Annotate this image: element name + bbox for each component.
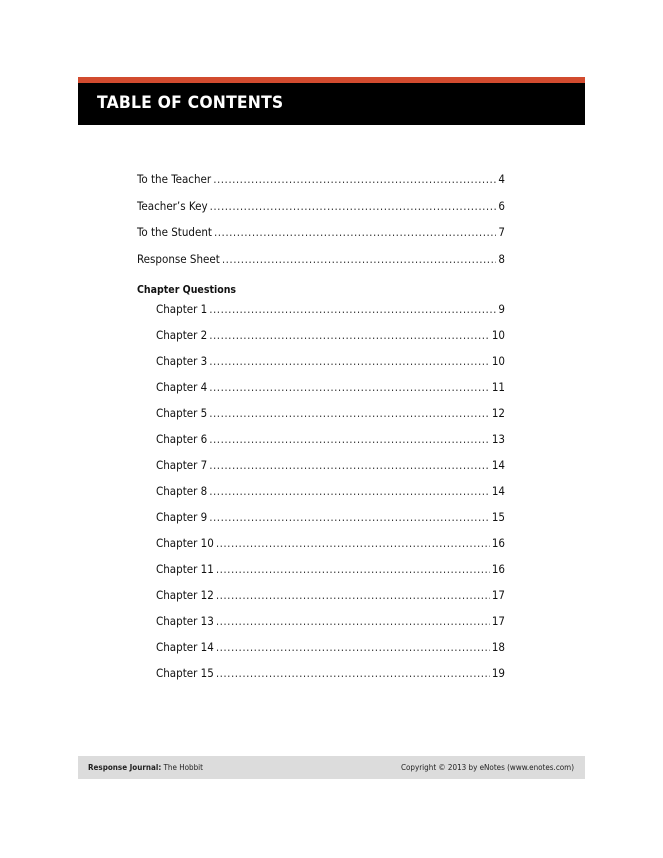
toc-entry-label: Chapter 14	[156, 640, 214, 654]
toc-entry-page: 16	[491, 562, 505, 576]
toc-entry[interactable]: Chapter 3 10	[137, 354, 505, 380]
toc-entry-page: 4	[498, 172, 505, 186]
dot-leader	[209, 458, 490, 472]
toc-entry-label: Chapter 6	[156, 432, 208, 446]
toc-entry-page: 15	[491, 510, 505, 524]
toc-entry[interactable]: Chapter 6 13	[137, 432, 505, 458]
toc-entry[interactable]: Chapter 1 9	[137, 302, 505, 328]
toc-entry[interactable]: Chapter 2 10	[137, 328, 505, 354]
toc-entry-page: 6	[498, 198, 505, 213]
toc-entry-label: Response Sheet	[137, 251, 220, 266]
toc-entry[interactable]: Chapter 12 17	[137, 588, 505, 614]
toc-entry-label: To the Teacher	[137, 172, 212, 186]
dot-leader	[209, 328, 490, 342]
dot-leader	[216, 536, 490, 550]
dot-leader	[222, 252, 497, 266]
dot-leader	[209, 354, 490, 368]
toc-entry[interactable]: Chapter 4 11	[137, 380, 505, 406]
toc-entry-label: Chapter 2	[156, 328, 208, 342]
dot-leader	[209, 406, 490, 420]
footer-journal-title: Response Journal: The Hobbit	[88, 763, 203, 772]
toc-entry-label: To the Student	[137, 225, 212, 239]
toc-entry-page: 18	[491, 640, 505, 654]
dot-leader	[216, 614, 490, 628]
toc-entry-label: Chapter 11	[156, 562, 214, 576]
toc-entry-page: 17	[491, 614, 505, 628]
dot-leader	[216, 640, 490, 654]
toc-entry-label: Chapter 10	[156, 536, 214, 550]
toc-entry-label: Chapter 13	[156, 614, 214, 628]
toc-entry[interactable]: To the Student 7	[137, 225, 505, 252]
toc-entry-label: Chapter 15	[156, 666, 214, 680]
toc-entry-page: 9	[498, 302, 505, 316]
toc-entry-page: 14	[491, 484, 505, 498]
toc-entry-page: 19	[491, 666, 505, 680]
toc-entry-label: Chapter 7	[156, 458, 208, 472]
dot-leader	[216, 666, 490, 680]
footer-copyright: Copyright © 2013 by eNotes (www.enotes.c…	[400, 763, 574, 772]
dot-leader	[213, 172, 496, 186]
toc-entry-page: 10	[491, 354, 505, 368]
toc-entry[interactable]: Chapter 9 15	[137, 510, 505, 536]
toc-entry[interactable]: Chapter 5 12	[137, 406, 505, 432]
toc-entry-page: 8	[498, 251, 505, 266]
toc-entry-page: 10	[491, 328, 505, 342]
toc-entry[interactable]: Teacher’s Key 6	[137, 199, 505, 226]
dot-leader	[216, 588, 490, 602]
page-title: TABLE OF CONTENTS	[97, 93, 284, 113]
toc-entry[interactable]: Chapter 13 17	[137, 614, 505, 640]
toc-entry-label: Chapter 12	[156, 588, 214, 602]
toc-entry-page: 12	[491, 406, 505, 420]
toc-entry-label: Chapter 5	[156, 406, 208, 420]
section-heading: Chapter Questions	[137, 284, 237, 296]
dot-leader	[209, 302, 496, 316]
toc-entry-page: 7	[498, 225, 505, 239]
title-banner: TABLE OF CONTENTS	[78, 83, 585, 125]
footer: Response Journal: The Hobbit Copyright ©…	[78, 756, 585, 779]
toc-entry-page: 14	[491, 458, 505, 472]
dot-leader	[209, 432, 490, 446]
toc-entry[interactable]: Response Sheet 8	[137, 252, 505, 279]
toc-entry-label: Chapter 3	[156, 354, 208, 368]
footer-book-title: The Hobbit	[163, 763, 203, 772]
toc-entry[interactable]: Chapter 15 19	[137, 666, 505, 692]
toc-entry-label: Chapter 1	[156, 302, 208, 316]
toc-entry-page: 11	[491, 380, 505, 394]
toc-entry[interactable]: Chapter 7 14	[137, 458, 505, 484]
toc-entry[interactable]: Chapter 11 16	[137, 562, 505, 588]
dot-leader	[214, 225, 496, 239]
toc-entry[interactable]: Chapter 10 16	[137, 536, 505, 562]
toc-entry[interactable]: Chapter 8 14	[137, 484, 505, 510]
dot-leader	[209, 484, 490, 498]
toc-entry-label: Chapter 9	[156, 510, 208, 524]
toc-entry-page: 16	[491, 536, 505, 550]
dot-leader	[210, 199, 497, 213]
table-of-contents: To the Teacher 4 Teacher’s Key 6 To the Stud…	[137, 172, 505, 692]
accent-bar	[78, 77, 585, 83]
dot-leader	[209, 380, 490, 394]
toc-entry-page: 17	[491, 588, 505, 602]
toc-entry-label: Chapter 8	[156, 484, 208, 498]
toc-entry-label: Teacher’s Key	[137, 198, 208, 213]
dot-leader	[209, 510, 490, 524]
toc-entry-label: Chapter 4	[156, 380, 208, 394]
toc-entry-page: 13	[491, 432, 505, 446]
toc-entry[interactable]: To the Teacher 4	[137, 172, 505, 199]
dot-leader	[216, 562, 490, 576]
toc-entry[interactable]: Chapter 14 18	[137, 640, 505, 666]
footer-label: Response Journal:	[88, 763, 162, 772]
